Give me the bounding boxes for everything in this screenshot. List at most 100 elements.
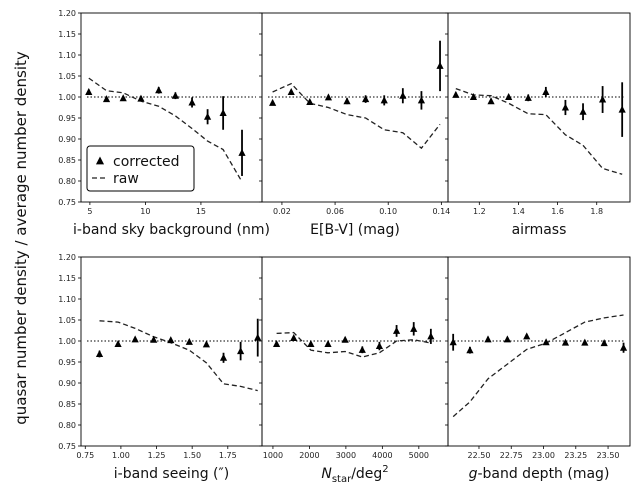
corrected-point — [505, 93, 513, 100]
x-tick-label: 0.75 — [76, 451, 94, 460]
corrected-point — [523, 332, 531, 340]
corrected-point — [131, 335, 139, 343]
corrected-point — [524, 93, 532, 101]
corrected-point — [449, 338, 457, 346]
corrected-point — [203, 112, 212, 120]
corrected-point — [290, 334, 298, 342]
y-tick-label: 1.10 — [58, 295, 76, 304]
corrected-point — [341, 335, 349, 343]
raw-series-line — [452, 314, 624, 418]
raw-series-line — [272, 82, 441, 150]
y-tick-label: 1.00 — [58, 337, 76, 346]
corrected-point — [618, 105, 626, 113]
x-tick-label: 23.00 — [532, 451, 555, 460]
x-axis-label-unit: /deg — [351, 466, 382, 482]
panel-frame — [261, 256, 449, 447]
y-tick-label: 0.85 — [58, 156, 76, 165]
x-tick-label: 0.02 — [273, 207, 291, 216]
y-tick-label: 0.80 — [58, 421, 76, 430]
corrected-point — [358, 345, 366, 353]
raw-series-line — [455, 87, 623, 175]
x-tick-label: 15 — [196, 207, 206, 216]
x-tick-label: 1.8 — [590, 207, 603, 216]
x-tick-label: 1.00 — [112, 451, 130, 460]
x-axis-label: E[B-V] (mag) — [310, 222, 400, 238]
corrected-point — [324, 93, 333, 101]
x-tick-label: 0.06 — [326, 207, 344, 216]
x-axis-label: g-band depth (mag) — [469, 466, 610, 482]
corrected-point — [114, 339, 122, 347]
corrected-point — [362, 95, 370, 103]
y-tick-label: 0.75 — [58, 198, 76, 207]
y-tick-label: 0.85 — [58, 400, 76, 409]
corrected-point — [487, 97, 495, 105]
x-tick-label: 0.10 — [379, 207, 397, 216]
panel-p5: 1000 2000 3000 4000 5000 Nstar/deg2 — [259, 256, 449, 485]
corrected-point — [579, 107, 587, 115]
panel-frame — [261, 12, 449, 203]
raw-series-line — [99, 320, 258, 392]
corrected-point — [600, 339, 608, 347]
corrected-point — [417, 96, 426, 104]
x-axis-label-rest: -band depth (mag) — [477, 466, 609, 482]
corrected-point — [542, 338, 550, 346]
corrected-point — [202, 340, 211, 348]
x-tick-label: 1.50 — [183, 451, 201, 460]
corrected-point — [119, 94, 127, 102]
x-tick-label: 1.75 — [219, 451, 237, 460]
x-tick-label: 1.4 — [512, 207, 525, 216]
corrected-point — [561, 338, 570, 346]
panel-p1: 0.75 0.80 0.85 0.90 0.95 1.00 1.05 1.10 1.15 1.20… — [58, 9, 270, 238]
x-tick-label: 23.50 — [597, 451, 620, 460]
y-tick-label: 1.15 — [58, 30, 76, 39]
x-axis-label-superscript: 2 — [382, 464, 388, 475]
x-tick-label: 5 — [87, 207, 92, 216]
panel-p4: 0.75 0.80 0.85 0.90 0.95 1.00 1.05 1.10 1.15 1.20… — [58, 253, 263, 482]
corrected-point — [466, 346, 474, 354]
corrected-point — [599, 95, 607, 103]
x-tick-label: 5000 — [409, 451, 429, 460]
corrected-point — [188, 98, 196, 106]
corrected-point — [469, 93, 478, 100]
corrected-point — [410, 324, 418, 332]
corrected-point — [306, 98, 314, 106]
x-axis-label-symbol: g — [469, 466, 478, 482]
y-tick-label: 0.90 — [58, 379, 76, 388]
x-tick-label: 1000 — [263, 451, 283, 460]
corrected-point — [272, 339, 281, 347]
x-tick-label: 4000 — [372, 451, 392, 460]
corrected-point — [219, 108, 227, 116]
corrected-point — [399, 91, 407, 99]
y-tick-label: 1.05 — [58, 316, 76, 325]
corrected-point — [155, 86, 163, 94]
corrected-point — [137, 94, 145, 102]
legend-box — [86, 145, 195, 192]
panel-p6: 22.50 22.75 23.00 23.25 23.50 g-band depth (m… — [445, 256, 631, 482]
corrected-point — [392, 326, 401, 334]
x-tick-label: 1.2 — [473, 207, 486, 216]
y-axis-label: quasar number density / average number d… — [12, 51, 30, 425]
corrected-point — [436, 61, 444, 69]
corrected-point — [307, 339, 315, 347]
x-axis-label: airmass — [512, 222, 567, 238]
x-axis-label: Nstar/deg2 — [321, 464, 388, 485]
legend-marker-corrected — [95, 156, 105, 165]
y-tick-label: 0.90 — [58, 135, 76, 144]
x-tick-label: 1.6 — [551, 207, 564, 216]
corrected-point — [269, 98, 277, 106]
corrected-point — [324, 339, 332, 347]
x-tick-label: 23.25 — [564, 451, 587, 460]
y-tick-label: 0.80 — [58, 177, 76, 186]
y-tick-label: 1.05 — [58, 72, 76, 81]
corrected-point — [343, 97, 351, 105]
corrected-point — [619, 343, 628, 351]
x-axis-label-subscript: star — [332, 474, 352, 485]
x-tick-label: 10 — [140, 207, 150, 216]
panel-p2: 0.02 0.06 0.10 0.14 E[B-V] (mag) — [259, 12, 450, 238]
corrected-point — [237, 347, 245, 355]
y-tick-label: 1.15 — [58, 274, 76, 283]
corrected-point — [375, 342, 384, 350]
